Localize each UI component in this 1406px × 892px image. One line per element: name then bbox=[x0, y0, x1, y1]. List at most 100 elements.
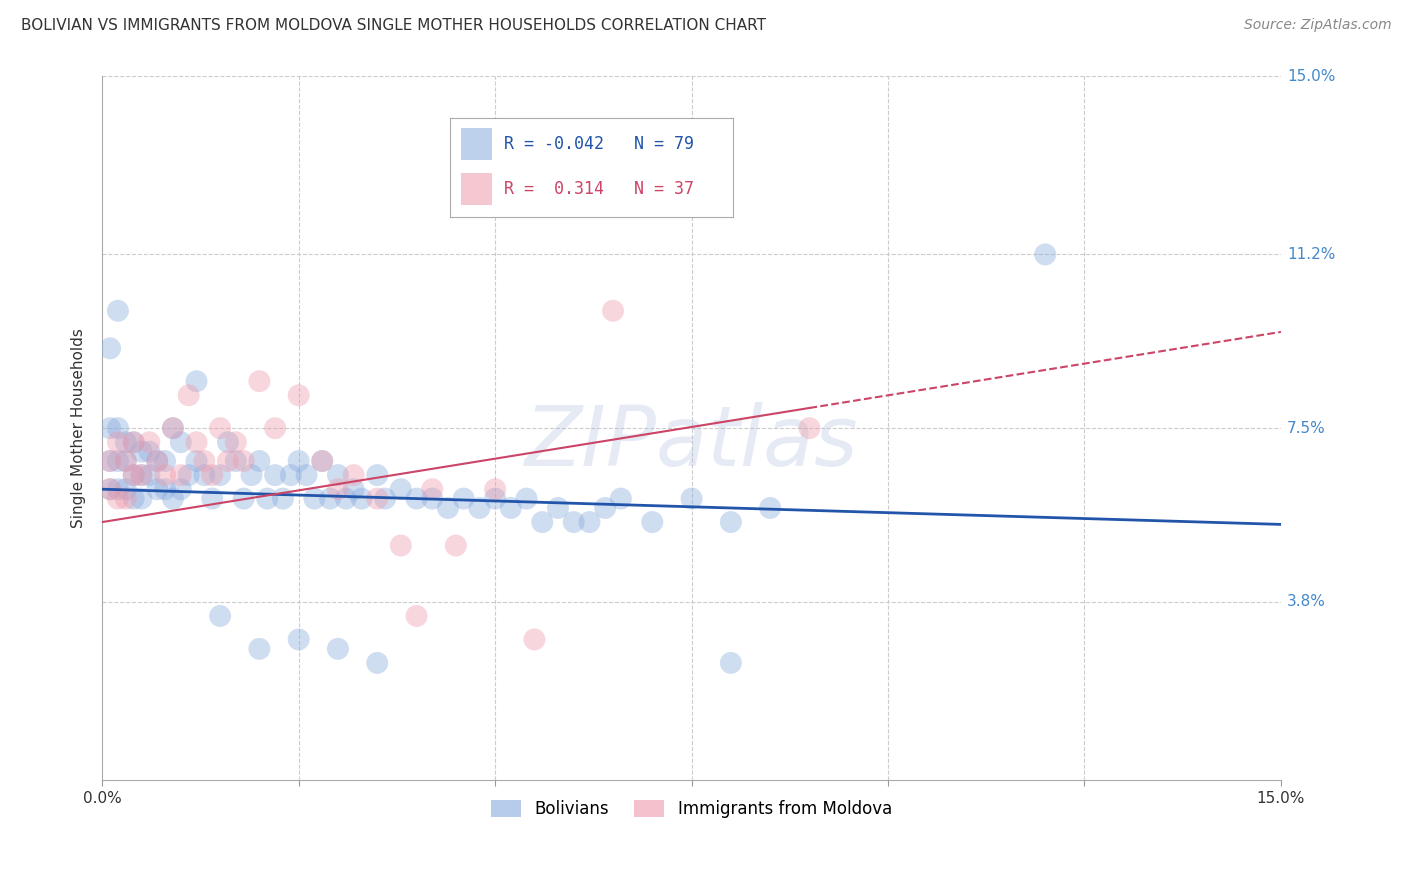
Point bbox=[247, 454, 270, 468]
Point bbox=[437, 500, 460, 515]
Point bbox=[153, 454, 176, 468]
Point bbox=[162, 421, 184, 435]
Point bbox=[287, 632, 309, 647]
Point bbox=[420, 482, 443, 496]
Text: 11.2%: 11.2% bbox=[1286, 247, 1336, 262]
Point bbox=[389, 539, 412, 553]
Point bbox=[138, 444, 160, 458]
Point bbox=[162, 491, 184, 506]
Point bbox=[256, 491, 278, 506]
Point bbox=[335, 491, 357, 506]
Point bbox=[107, 454, 129, 468]
Point bbox=[98, 421, 121, 435]
Point bbox=[287, 454, 309, 468]
Point bbox=[114, 491, 136, 506]
Point bbox=[759, 500, 782, 515]
Point bbox=[311, 454, 333, 468]
Point bbox=[326, 641, 349, 656]
Point bbox=[170, 482, 193, 496]
Point bbox=[209, 609, 232, 624]
Point bbox=[217, 435, 239, 450]
Point bbox=[326, 482, 349, 496]
Point bbox=[146, 454, 169, 468]
Point bbox=[193, 468, 215, 483]
Point bbox=[193, 454, 215, 468]
Point bbox=[122, 491, 145, 506]
Point bbox=[232, 491, 254, 506]
Point bbox=[98, 454, 121, 468]
Point bbox=[319, 491, 342, 506]
Point bbox=[593, 500, 616, 515]
Point bbox=[484, 482, 506, 496]
Point bbox=[131, 468, 153, 483]
Point bbox=[343, 482, 366, 496]
Point bbox=[602, 303, 624, 318]
Point bbox=[264, 468, 287, 483]
Text: BOLIVIAN VS IMMIGRANTS FROM MOLDOVA SINGLE MOTHER HOUSEHOLDS CORRELATION CHART: BOLIVIAN VS IMMIGRANTS FROM MOLDOVA SING… bbox=[21, 18, 766, 33]
Point bbox=[641, 515, 664, 529]
Point bbox=[264, 421, 287, 435]
Point bbox=[131, 491, 153, 506]
Point bbox=[366, 491, 388, 506]
Point bbox=[610, 491, 633, 506]
Point bbox=[217, 454, 239, 468]
Point bbox=[1033, 247, 1056, 261]
Point bbox=[146, 482, 169, 496]
Point bbox=[114, 454, 136, 468]
Point bbox=[405, 491, 427, 506]
Text: ZIPatlas: ZIPatlas bbox=[524, 401, 859, 483]
Y-axis label: Single Mother Households: Single Mother Households bbox=[72, 328, 86, 528]
Point bbox=[420, 491, 443, 506]
Point bbox=[389, 482, 412, 496]
Point bbox=[153, 482, 176, 496]
Point bbox=[350, 491, 373, 506]
Point bbox=[499, 500, 522, 515]
Point bbox=[162, 421, 184, 435]
Point bbox=[122, 435, 145, 450]
Point bbox=[177, 468, 200, 483]
Point bbox=[523, 632, 546, 647]
Point bbox=[280, 468, 302, 483]
Point bbox=[114, 482, 136, 496]
Point bbox=[444, 539, 467, 553]
Point bbox=[232, 454, 254, 468]
Point bbox=[153, 468, 176, 483]
Point bbox=[186, 374, 208, 388]
Point bbox=[240, 468, 263, 483]
Point bbox=[247, 641, 270, 656]
Point bbox=[209, 468, 232, 483]
Point bbox=[295, 468, 318, 483]
Point bbox=[578, 515, 600, 529]
Point bbox=[177, 388, 200, 402]
Point bbox=[138, 468, 160, 483]
Point bbox=[720, 656, 742, 670]
Text: 15.0%: 15.0% bbox=[1286, 69, 1336, 84]
Text: 7.5%: 7.5% bbox=[1286, 421, 1326, 435]
Point bbox=[131, 444, 153, 458]
Legend: Bolivians, Immigrants from Moldova: Bolivians, Immigrants from Moldova bbox=[485, 793, 898, 825]
Point bbox=[225, 435, 247, 450]
Point bbox=[304, 491, 326, 506]
Point bbox=[107, 482, 129, 496]
Point bbox=[146, 454, 169, 468]
Point bbox=[186, 454, 208, 468]
Point bbox=[186, 435, 208, 450]
Point bbox=[107, 421, 129, 435]
Point bbox=[122, 468, 145, 483]
Point bbox=[405, 609, 427, 624]
Point bbox=[374, 491, 396, 506]
Point bbox=[799, 421, 821, 435]
Point bbox=[201, 468, 224, 483]
Point bbox=[201, 491, 224, 506]
Point bbox=[107, 303, 129, 318]
Point bbox=[107, 435, 129, 450]
Point bbox=[170, 435, 193, 450]
Point bbox=[122, 468, 145, 483]
Point bbox=[311, 454, 333, 468]
Point bbox=[484, 491, 506, 506]
Point bbox=[516, 491, 538, 506]
Point bbox=[468, 500, 491, 515]
Point bbox=[366, 468, 388, 483]
Point bbox=[326, 468, 349, 483]
Point bbox=[114, 454, 136, 468]
